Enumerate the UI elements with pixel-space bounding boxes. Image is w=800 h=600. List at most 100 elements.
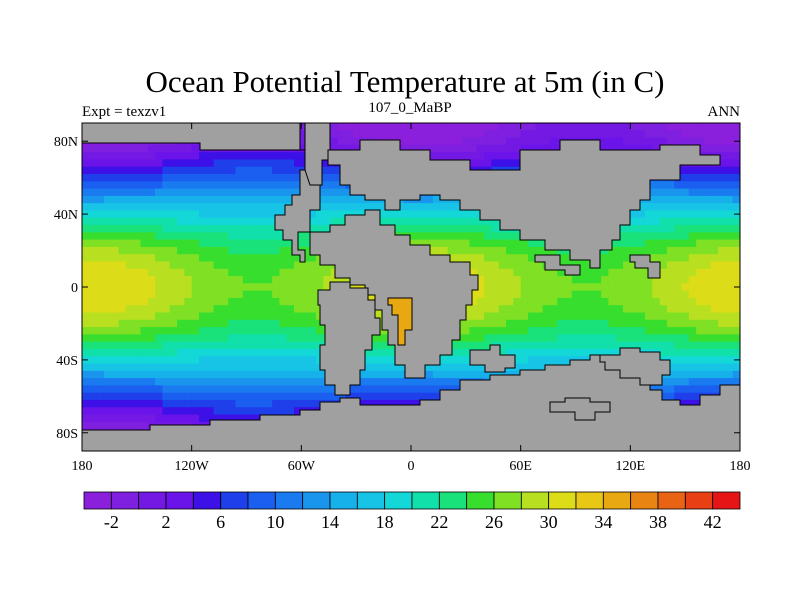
temperature-cell [440, 385, 449, 394]
temperature-cell [213, 174, 222, 182]
temperature-cell [198, 174, 207, 182]
temperature-cell [147, 370, 156, 379]
temperature-cell [250, 312, 259, 321]
temperature-cell [506, 246, 514, 255]
temperature-cell [257, 327, 266, 335]
temperature-cell [184, 297, 193, 306]
temperature-cell [250, 203, 259, 212]
temperature-cell [666, 305, 675, 314]
temperature-cell [732, 261, 740, 270]
temperature-cell [89, 254, 98, 263]
temperature-cell [381, 210, 390, 219]
temperature-cell [652, 276, 661, 284]
temperature-cell [564, 130, 573, 139]
temperature-cell [89, 348, 98, 357]
temperature-cell [696, 217, 705, 226]
temperature-cell [374, 370, 383, 379]
temperature-cell [103, 363, 112, 372]
temperature-cell [513, 305, 522, 314]
temperature-cell [425, 385, 434, 394]
temperature-cell [659, 283, 668, 292]
colorbar-swatch [493, 491, 522, 510]
temperature-cell [147, 217, 156, 226]
temperature-cell [659, 312, 668, 321]
colorbar-tick-label: 34 [594, 512, 612, 532]
temperature-cell [557, 246, 566, 255]
temperature-cell [732, 152, 740, 161]
temperature-cell [601, 334, 609, 343]
temperature-cell [608, 348, 617, 357]
temperature-cell [323, 392, 332, 401]
temperature-cell [666, 261, 675, 270]
temperature-cell [315, 210, 324, 219]
temperature-cell [718, 123, 726, 131]
temperature-cell [147, 341, 156, 350]
temperature-cell [623, 297, 631, 306]
temperature-cell [169, 290, 178, 299]
temperature-cell [206, 414, 215, 423]
temperature-cell [125, 217, 134, 226]
temperature-cell [469, 370, 478, 379]
temperature-cell [147, 378, 156, 386]
temperature-cell [367, 392, 376, 401]
temperature-cell [308, 363, 317, 372]
temperature-cell [725, 290, 734, 299]
temperature-cell [586, 268, 595, 277]
temperature-cell [432, 385, 441, 394]
temperature-cell [301, 392, 310, 401]
temperature-cell [454, 203, 463, 212]
temperature-cell [228, 385, 237, 394]
temperature-cell [637, 334, 646, 343]
temperature-cell [447, 385, 456, 394]
temperature-cell [579, 319, 588, 328]
temperature-cell [147, 166, 156, 175]
temperature-cell [359, 123, 368, 131]
temperature-cell [469, 297, 478, 306]
temperature-cell [235, 334, 244, 343]
temperature-cell [103, 348, 112, 357]
temperature-cell [644, 239, 653, 248]
temperature-cell [710, 305, 719, 314]
temperature-cell [147, 290, 156, 299]
temperature-cell [162, 385, 171, 394]
temperature-cell [235, 232, 244, 241]
temperature-cell [140, 225, 149, 233]
temperature-cell [469, 123, 478, 131]
temperature-cell [272, 327, 280, 335]
temperature-cell [608, 341, 617, 350]
temperature-cell [235, 414, 244, 423]
temperature-cell [491, 268, 500, 277]
temperature-cell [623, 312, 631, 321]
temperature-cell [184, 348, 193, 357]
temperature-cell [718, 174, 726, 182]
temperature-cell [250, 356, 259, 365]
temperature-cell [703, 166, 712, 175]
temperature-cell [294, 385, 302, 394]
temperature-cell [549, 283, 558, 292]
temperature-cell [520, 239, 529, 248]
temperature-cell [425, 123, 434, 131]
temperature-cell [220, 188, 229, 197]
temperature-cell [637, 144, 646, 153]
temperature-cell [593, 319, 602, 328]
temperature-cell [177, 174, 185, 182]
temperature-cell [125, 385, 134, 394]
temperature-cell [710, 297, 719, 306]
temperature-cell [191, 246, 200, 255]
temperature-cell [220, 152, 229, 161]
temperature-cell [403, 144, 412, 153]
temperature-cell [294, 399, 302, 408]
temperature-cell [286, 174, 295, 182]
temperature-cell [549, 144, 558, 153]
temperature-cell [235, 239, 244, 248]
temperature-cell [220, 290, 229, 299]
temperature-cell [447, 225, 456, 233]
temperature-cell [542, 130, 551, 139]
temperature-cell [235, 152, 244, 161]
temperature-cell [308, 217, 317, 226]
temperature-cell [257, 217, 266, 226]
temperature-cell [184, 392, 193, 401]
temperature-cell [315, 283, 324, 292]
temperature-cell [586, 283, 595, 292]
temperature-cell [725, 268, 734, 277]
